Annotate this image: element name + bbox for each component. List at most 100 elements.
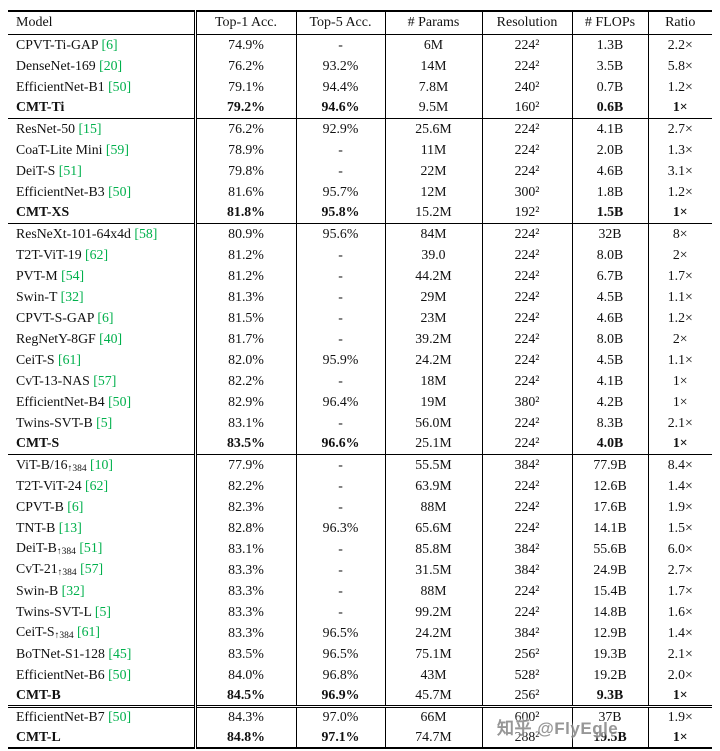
citation-link[interactable]: [5] bbox=[91, 603, 111, 619]
params-cell: 66M bbox=[384, 704, 482, 727]
top5-cell: 95.6% bbox=[295, 222, 385, 244]
top1-cell: 74.9% bbox=[193, 34, 296, 55]
resolution-cell: 224² bbox=[481, 307, 572, 328]
citation-link[interactable]: [6] bbox=[93, 309, 114, 325]
params-cell: 63.9M bbox=[384, 475, 482, 496]
model-cell: Swin-B [32] bbox=[8, 580, 195, 601]
model-name: T2T-ViT-24 bbox=[16, 477, 82, 493]
ratio-cell: 1.3× bbox=[647, 139, 712, 160]
params-cell: 75.1M bbox=[384, 643, 482, 664]
citation-link[interactable]: [6] bbox=[98, 36, 118, 52]
model-cell: ResNet-50 [15] bbox=[8, 117, 195, 139]
citation-link[interactable]: [62] bbox=[81, 477, 109, 493]
table-row: CMT-Ti 79.2% 94.6% 9.5M 160² 0.6B 1× bbox=[8, 97, 712, 118]
resolution-cell: 224² bbox=[481, 244, 572, 265]
model-cell: EfficientNet-B1 [50] bbox=[8, 76, 195, 97]
citation-link[interactable]: [40] bbox=[95, 330, 123, 346]
top1-cell: 76.2% bbox=[193, 117, 296, 139]
params-cell: 84M bbox=[384, 222, 482, 244]
top5-cell: 96.5% bbox=[295, 643, 385, 664]
citation-link[interactable]: [50] bbox=[104, 393, 132, 409]
flops-cell: 14.1B bbox=[571, 517, 648, 538]
citation-link[interactable]: [51] bbox=[55, 162, 82, 178]
citation-link[interactable]: [58] bbox=[130, 225, 158, 241]
citation-link[interactable]: [54] bbox=[57, 267, 85, 283]
citation-link[interactable]: [6] bbox=[63, 498, 84, 514]
top5-cell: - bbox=[295, 412, 385, 433]
top1-cell: 77.9% bbox=[193, 453, 296, 475]
model-name: TNT-B bbox=[16, 519, 56, 535]
citation-link[interactable]: [57] bbox=[89, 372, 117, 388]
citation-link[interactable]: [50] bbox=[104, 78, 132, 94]
top1-cell: 81.6% bbox=[193, 181, 296, 202]
ratio-cell: 2.7× bbox=[647, 559, 712, 580]
table-row: EfficientNet-B6 [50] 84.0% 96.8% 43M 528² 19.… bbox=[8, 664, 712, 685]
flops-cell: 4.6B bbox=[571, 160, 648, 181]
top1-cell: 84.8% bbox=[193, 727, 296, 748]
ratio-cell: 5.8× bbox=[647, 55, 712, 76]
top5-cell: 92.9% bbox=[295, 117, 385, 139]
top5-cell: - bbox=[295, 538, 385, 559]
top1-cell: 76.2% bbox=[193, 55, 296, 76]
params-cell: 39.2M bbox=[384, 328, 482, 349]
ratio-cell: 1.9× bbox=[647, 704, 712, 727]
flops-cell: 4.1B bbox=[571, 117, 648, 139]
top5-cell: - bbox=[295, 475, 385, 496]
model-subscript: ↑384 bbox=[57, 568, 77, 579]
top5-cell: - bbox=[295, 286, 385, 307]
citation-link[interactable]: [62] bbox=[81, 246, 109, 262]
citation-link[interactable]: [57] bbox=[76, 561, 104, 577]
citation-link[interactable]: [51] bbox=[75, 540, 103, 556]
flops-cell: 17.6B bbox=[571, 496, 648, 517]
ratio-cell: 1× bbox=[647, 685, 712, 706]
resolution-cell: 224² bbox=[481, 517, 572, 538]
resolution-cell: 224² bbox=[481, 601, 572, 622]
citation-link[interactable]: [50] bbox=[104, 709, 132, 725]
ratio-cell: 1× bbox=[647, 202, 712, 223]
resolution-cell: 224² bbox=[481, 412, 572, 433]
top5-cell: 95.7% bbox=[295, 181, 385, 202]
flops-cell: 3.5B bbox=[571, 55, 648, 76]
table-row: EfficientNet-B3 [50] 81.6% 95.7% 12M 300² 1.8… bbox=[8, 181, 712, 202]
citation-link[interactable]: [61] bbox=[54, 351, 82, 367]
citation-link[interactable]: [5] bbox=[92, 414, 113, 430]
flops-cell: 4.0B bbox=[571, 433, 648, 454]
resolution-cell: 300² bbox=[481, 181, 572, 202]
model-name: EfficientNet-B1 bbox=[16, 78, 105, 94]
model-cell: TNT-B [13] bbox=[8, 517, 195, 538]
resolution-cell: 224² bbox=[481, 117, 572, 139]
top5-cell: - bbox=[295, 580, 385, 601]
model-cell: CMT-Ti bbox=[8, 97, 195, 118]
model-name: CMT-B bbox=[16, 686, 61, 702]
column-header-top1-acc: Top-1 Acc. bbox=[193, 11, 296, 35]
model-name: Swin-B bbox=[16, 582, 59, 598]
top1-cell: 81.2% bbox=[193, 265, 296, 286]
citation-link[interactable]: [15] bbox=[75, 120, 102, 136]
flops-cell: 0.7B bbox=[571, 76, 648, 97]
citation-link[interactable]: [13] bbox=[55, 519, 82, 535]
top1-cell: 83.1% bbox=[193, 412, 296, 433]
ratio-cell: 2.7× bbox=[647, 117, 712, 139]
model-cell: EfficientNet-B4 [50] bbox=[8, 391, 195, 412]
table-row: CvT-21↑384 [57] 83.3% -31.5M 384² 24.9B 2.7× bbox=[8, 559, 712, 580]
citation-link[interactable]: [45] bbox=[104, 645, 132, 661]
ratio-cell: 8× bbox=[647, 222, 712, 244]
ratio-cell: 2.0× bbox=[647, 664, 712, 685]
column-header-top5-acc: Top-5 Acc. bbox=[295, 11, 385, 35]
table-row: T2T-ViT-19 [62] 81.2% -39.0 224² 8.0B 2× bbox=[8, 244, 712, 265]
citation-link[interactable]: [50] bbox=[104, 666, 132, 682]
table-row: Twins-SVT-L [5] 83.3% -99.2M 224² 14.8B 1.6× bbox=[8, 601, 712, 622]
model-cell: DenseNet-169 [20] bbox=[8, 55, 195, 76]
top5-cell: - bbox=[295, 265, 385, 286]
citation-link[interactable]: [10] bbox=[86, 456, 113, 472]
top5-cell: - bbox=[295, 496, 385, 517]
citation-link[interactable]: [20] bbox=[95, 57, 123, 73]
citation-link[interactable]: [61] bbox=[73, 624, 101, 640]
params-cell: 22M bbox=[384, 160, 482, 181]
ratio-cell: 1× bbox=[647, 727, 712, 748]
column-header-resolution: Resolution bbox=[481, 11, 572, 35]
citation-link[interactable]: [32] bbox=[57, 288, 84, 304]
citation-link[interactable]: [32] bbox=[58, 582, 85, 598]
citation-link[interactable]: [59] bbox=[102, 141, 129, 157]
citation-link[interactable]: [50] bbox=[104, 183, 132, 199]
